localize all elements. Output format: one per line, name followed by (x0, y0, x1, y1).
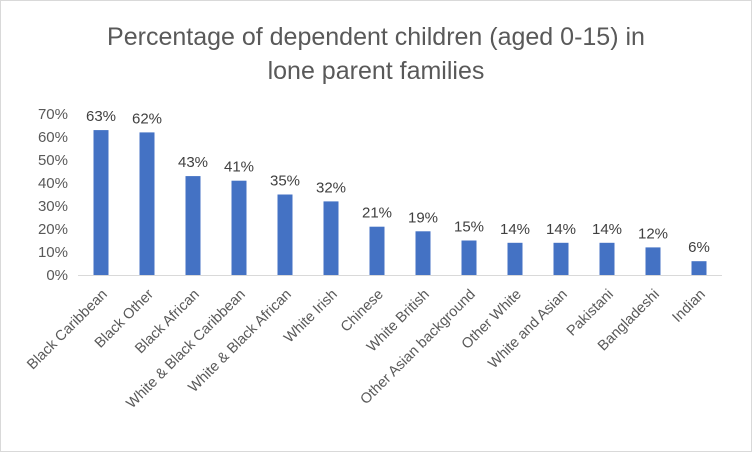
data-label: 14% (500, 221, 530, 238)
bar (553, 242, 569, 275)
data-label: 43% (178, 154, 208, 171)
bar (231, 180, 247, 275)
data-label: 62% (132, 110, 162, 127)
category-label: White and Asian (485, 287, 570, 372)
data-label: 32% (316, 179, 346, 196)
data-label: 15% (454, 219, 484, 236)
bar (93, 130, 109, 275)
category-label: Black Caribbean (24, 287, 111, 374)
data-label: 21% (362, 205, 392, 222)
y-tick-label: 20% (38, 221, 68, 238)
data-label: 14% (546, 221, 576, 238)
chart-title-line-1: Percentage of dependent children (aged 0… (107, 23, 645, 51)
data-label: 14% (592, 221, 622, 238)
category-label: Indian (670, 287, 709, 326)
bar (185, 176, 201, 275)
y-tick-label: 70% (38, 106, 68, 123)
bar (415, 231, 431, 275)
data-label: 35% (270, 173, 300, 190)
bar (369, 226, 385, 275)
y-tick-label: 50% (38, 152, 68, 169)
chart-title: Percentage of dependent children (aged 0… (0, 20, 752, 88)
bar (691, 261, 707, 275)
y-tick-label: 0% (46, 267, 68, 284)
bar (277, 194, 293, 275)
bar (599, 242, 615, 275)
y-tick-label: 40% (38, 175, 68, 192)
data-label: 12% (638, 225, 668, 242)
data-label: 6% (688, 239, 710, 256)
bar (139, 132, 155, 275)
bar (461, 240, 477, 275)
data-label: 41% (224, 159, 254, 176)
chart-title-line-2: lone parent families (267, 57, 485, 85)
y-tick-label: 30% (38, 198, 68, 215)
y-tick-label: 10% (38, 244, 68, 261)
y-tick-label: 60% (38, 129, 68, 146)
bar (645, 247, 661, 275)
bar (323, 201, 339, 275)
data-label: 63% (86, 108, 116, 125)
bar (507, 242, 523, 275)
data-label: 19% (408, 209, 438, 226)
